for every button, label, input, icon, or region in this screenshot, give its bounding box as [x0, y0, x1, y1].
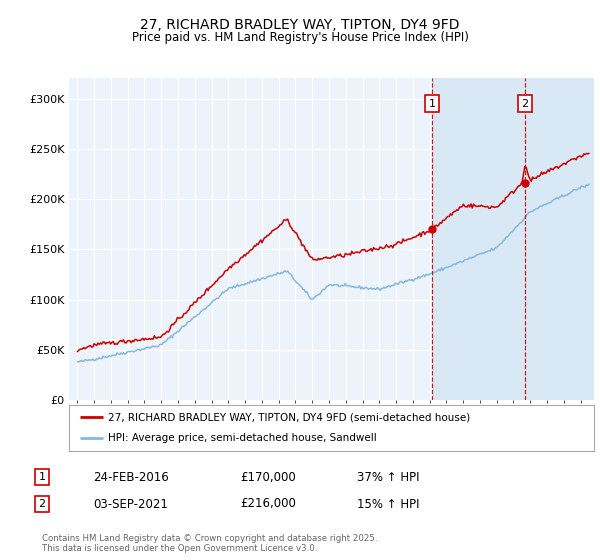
Text: 1: 1: [428, 99, 436, 109]
Text: £216,000: £216,000: [240, 497, 296, 511]
Text: 2: 2: [38, 499, 46, 509]
Text: 2: 2: [521, 99, 528, 109]
Text: 24-FEB-2016: 24-FEB-2016: [93, 470, 169, 484]
Text: 03-SEP-2021: 03-SEP-2021: [93, 497, 168, 511]
Text: 27, RICHARD BRADLEY WAY, TIPTON, DY4 9FD (semi-detached house): 27, RICHARD BRADLEY WAY, TIPTON, DY4 9FD…: [109, 412, 470, 422]
Bar: [432, 78, 594, 400]
Text: 1: 1: [38, 472, 46, 482]
Text: Price paid vs. HM Land Registry's House Price Index (HPI): Price paid vs. HM Land Registry's House …: [131, 31, 469, 44]
Text: 15% ↑ HPI: 15% ↑ HPI: [357, 497, 419, 511]
Text: £170,000: £170,000: [240, 470, 296, 484]
Text: 27, RICHARD BRADLEY WAY, TIPTON, DY4 9FD: 27, RICHARD BRADLEY WAY, TIPTON, DY4 9FD: [140, 18, 460, 32]
Text: HPI: Average price, semi-detached house, Sandwell: HPI: Average price, semi-detached house,…: [109, 433, 377, 444]
Text: 37% ↑ HPI: 37% ↑ HPI: [357, 470, 419, 484]
Text: Contains HM Land Registry data © Crown copyright and database right 2025.
This d: Contains HM Land Registry data © Crown c…: [42, 534, 377, 553]
